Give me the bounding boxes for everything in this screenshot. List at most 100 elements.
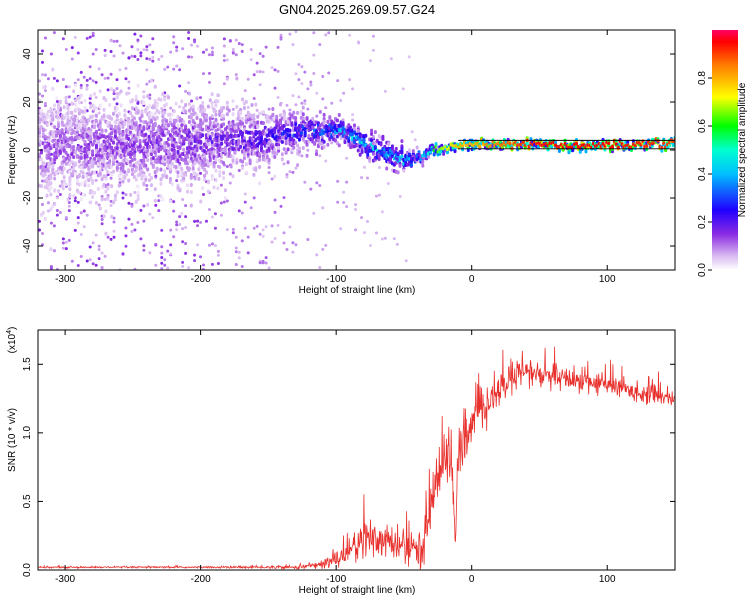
- spectrogram-cell: [210, 105, 214, 110]
- spectrogram-noise-cell: [210, 242, 214, 246]
- spectrogram-cell: [148, 103, 152, 108]
- spectrogram-cell: [127, 178, 131, 183]
- spectrogram-noise-cell: [109, 199, 113, 203]
- spectrogram-cell: [81, 174, 85, 179]
- spectrogram-cell: [64, 182, 68, 187]
- spectrogram-noise-cell: [40, 49, 44, 53]
- spectrogram-cell: [60, 170, 64, 175]
- spectrogram-cell: [222, 170, 226, 175]
- spectrogram-cell: [125, 133, 129, 138]
- spectrogram-cell: [100, 154, 104, 159]
- spectrogram-noise-cell: [97, 128, 101, 132]
- spectrogram-noise-cell: [85, 213, 89, 217]
- spectrogram-cell: [74, 162, 78, 167]
- spectrogram-noise-cell: [38, 92, 41, 96]
- spectrogram-cell: [161, 132, 165, 137]
- spectrogram-cell: [204, 114, 208, 119]
- spectrogram-noise-cell: [258, 232, 262, 236]
- spectrogram-noise-cell: [187, 81, 191, 85]
- spectrogram-noise-cell: [136, 101, 140, 105]
- spectrogram-cell: [121, 163, 125, 168]
- spectrogram-noise-cell: [43, 102, 47, 106]
- spectrogram-cell: [261, 109, 265, 114]
- spectrogram-noise-cell: [258, 261, 262, 265]
- spectrogram-cell: [442, 151, 446, 156]
- spectrogram-noise-cell: [342, 190, 346, 194]
- spectrogram-noise-cell: [276, 69, 280, 73]
- spectrogram-cell: [153, 198, 157, 203]
- spectrogram-cell: [72, 144, 76, 149]
- spectrogram-noise-cell: [187, 55, 191, 59]
- spectrogram-cell: [167, 143, 171, 148]
- spectrogram-cell: [49, 207, 53, 212]
- spectrogram-cell: [43, 84, 47, 89]
- spectrogram-noise-cell: [88, 35, 92, 39]
- spectrogram-noise-cell: [79, 86, 83, 90]
- spectrogram-cell: [140, 114, 144, 119]
- spectrogram-cell: [288, 128, 292, 133]
- spectrogram-noise-cell: [181, 240, 185, 244]
- spectrogram-cell: [218, 170, 222, 175]
- spectrogram-cell: [225, 100, 229, 105]
- spectrogram-noise-cell: [210, 262, 214, 266]
- spectrogram-noise-cell: [193, 219, 197, 223]
- spectrogram-cell: [47, 142, 51, 147]
- spectrogram-noise-cell: [285, 103, 289, 107]
- spectrogram-noise-cell: [97, 111, 101, 115]
- spectrogram-cell: [70, 101, 74, 106]
- spectrogram-noise-cell: [118, 181, 122, 185]
- spectrogram-noise-cell: [76, 263, 80, 267]
- spectrogram-noise-cell: [178, 68, 182, 72]
- spectrogram-cell: [235, 105, 239, 110]
- spectrogram-cell: [72, 193, 76, 198]
- spectrogram-cell: [453, 149, 457, 154]
- spectrogram-cell: [239, 110, 243, 115]
- spectrogram-noise-cell: [273, 198, 277, 202]
- spectrogram-cell: [49, 108, 53, 113]
- spectrogram-cell: [94, 106, 98, 111]
- spectrogram-noise-cell: [55, 208, 59, 212]
- spectrogram-xlabel: Height of straight line (km): [299, 285, 416, 296]
- spectrogram-cell: [252, 116, 256, 121]
- spectrogram-cell: [123, 121, 127, 126]
- spectrogram-noise-cell: [273, 68, 277, 72]
- spectrogram-cell: [201, 133, 205, 138]
- spectrogram-cell: [106, 139, 110, 144]
- spectrogram-noise-cell: [40, 60, 44, 64]
- spectrogram-cell: [64, 99, 68, 104]
- spectrogram-noise-cell: [166, 267, 170, 270]
- spectrogram-noise-cell: [264, 256, 268, 260]
- spectrogram-cell: [184, 172, 188, 177]
- spectrogram-noise-cell: [360, 216, 364, 220]
- spectrogram-cell: [231, 155, 235, 160]
- spectrogram-cell: [142, 158, 146, 163]
- spectrogram-noise-cell: [380, 237, 384, 241]
- spectrogram-noise-cell: [243, 192, 247, 196]
- spectrogram-cell: [578, 149, 582, 154]
- spectrogram-cell: [301, 145, 305, 150]
- spectrogram-cell: [51, 86, 55, 91]
- spectrogram-cell: [83, 105, 87, 110]
- spectrogram-noise-cell: [38, 219, 41, 223]
- spectrogram-noise-cell: [330, 141, 334, 145]
- spectrogram-noise-cell: [181, 197, 185, 201]
- spectrogram-noise-cell: [55, 213, 59, 217]
- spectrogram-cell: [47, 153, 51, 158]
- snr-ytick-label: 1.0: [22, 425, 33, 439]
- spectrogram-noise-cell: [225, 58, 229, 62]
- spectrogram-cell: [235, 76, 239, 81]
- spectrogram-noise-cell: [94, 178, 98, 182]
- spectrogram-cell: [214, 103, 218, 108]
- spectrogram-cell: [184, 124, 188, 129]
- spectrogram-noise-cell: [61, 187, 65, 191]
- spectrogram-cell: [87, 145, 91, 150]
- spectrogram-cell: [110, 124, 114, 129]
- spectrogram-cell: [94, 119, 98, 124]
- spectrogram-cell: [199, 199, 203, 204]
- spectrogram-cell: [195, 96, 199, 101]
- spectrogram-noise-cell: [309, 187, 313, 191]
- spectrogram-cell: [112, 161, 116, 166]
- spectrogram-cell: [297, 137, 301, 142]
- spectrogram-cell: [136, 193, 140, 198]
